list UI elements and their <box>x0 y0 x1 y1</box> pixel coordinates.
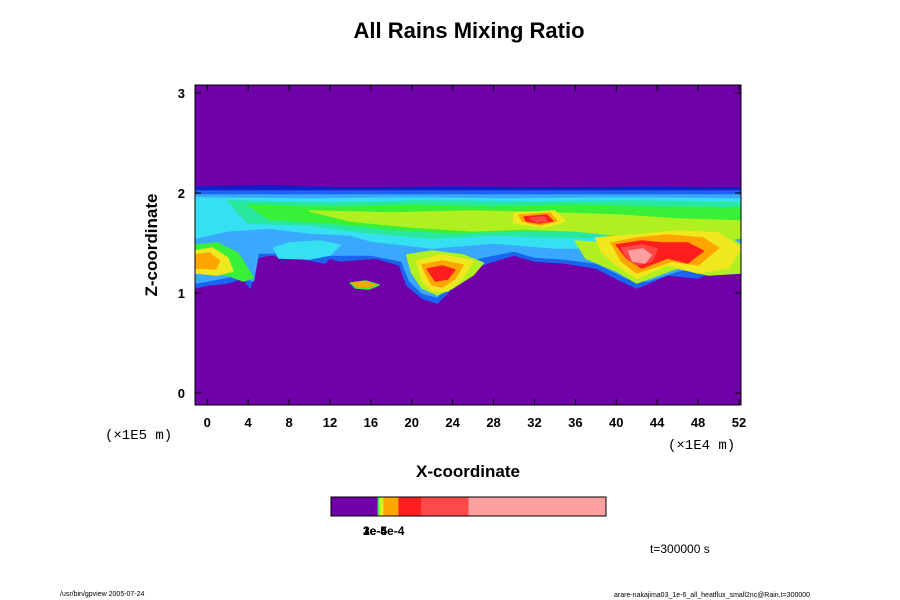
x-tick-label: 20 <box>405 415 419 430</box>
colorbar-label-2: 2e-4 <box>363 524 387 538</box>
plot-frame <box>194 84 742 406</box>
x-axis-ticks: 0 4 8 12 16 20 24 28 32 36 40 44 48 52 <box>204 85 746 430</box>
colorbar <box>331 497 606 516</box>
colorbar-frame <box>330 496 607 517</box>
y-tick-label: 2 <box>178 186 185 201</box>
colorbar-segment-7 <box>468 497 606 516</box>
x-axis-label: X-coordinate <box>416 462 520 481</box>
chart-title: All Rains Mixing Ratio <box>353 18 584 43</box>
contour-region-25 <box>529 216 548 223</box>
colorbar-segment-3 <box>380 497 384 516</box>
time-label: t=300000 s <box>650 542 710 556</box>
x-tick-label: 48 <box>691 415 705 430</box>
x-tick-label: 8 <box>285 415 292 430</box>
colorbar-segment-5 <box>398 497 422 516</box>
colorbar-segment-0 <box>331 497 378 516</box>
contour-region-23 <box>426 265 456 282</box>
colorbar-segment-1 <box>377 497 380 516</box>
contour-region-26 <box>627 248 652 264</box>
x-tick-label: 44 <box>650 415 665 430</box>
y-axis-ticks: 0 1 2 3 <box>178 86 741 401</box>
x-tick-label: 24 <box>445 415 460 430</box>
x-tick-label: 4 <box>245 415 253 430</box>
x-tick-label: 0 <box>204 415 211 430</box>
y-tick-label: 1 <box>178 286 185 301</box>
y-scale-note: (×1E5 m) <box>105 428 172 444</box>
x-tick-label: 28 <box>486 415 500 430</box>
x-tick-label: 12 <box>323 415 337 430</box>
plot-area <box>195 85 741 405</box>
footer-right: arare-nakajima03_1e-6_all_heatflux_small… <box>614 592 810 599</box>
colorbar-label-3: 3e-5e-4 <box>363 524 405 538</box>
colorbar-segment-6 <box>421 497 469 516</box>
y-axis-label: Z-coordinate <box>142 194 161 297</box>
contour-region-20 <box>351 281 377 288</box>
x-scale-note: (×1E4 m) <box>668 438 735 454</box>
colorbar-segment-2 <box>379 497 381 516</box>
contour-region-3 <box>272 240 341 260</box>
x-tick-label: 40 <box>609 415 623 430</box>
y-tick-label: 3 <box>178 86 185 101</box>
colorbar-label-1: 1e-5 <box>363 524 387 538</box>
x-tick-label: 36 <box>568 415 582 430</box>
colorbar-segment-4 <box>383 497 399 516</box>
contour-region-19 <box>195 252 221 270</box>
x-tick-label: 52 <box>732 415 746 430</box>
footer-left: /usr/bin/gpview 2005-07-24 <box>60 591 145 598</box>
contour-regions <box>195 185 741 304</box>
x-tick-label: 32 <box>527 415 541 430</box>
y-tick-label: 0 <box>178 386 185 401</box>
x-tick-label: 16 <box>364 415 378 430</box>
